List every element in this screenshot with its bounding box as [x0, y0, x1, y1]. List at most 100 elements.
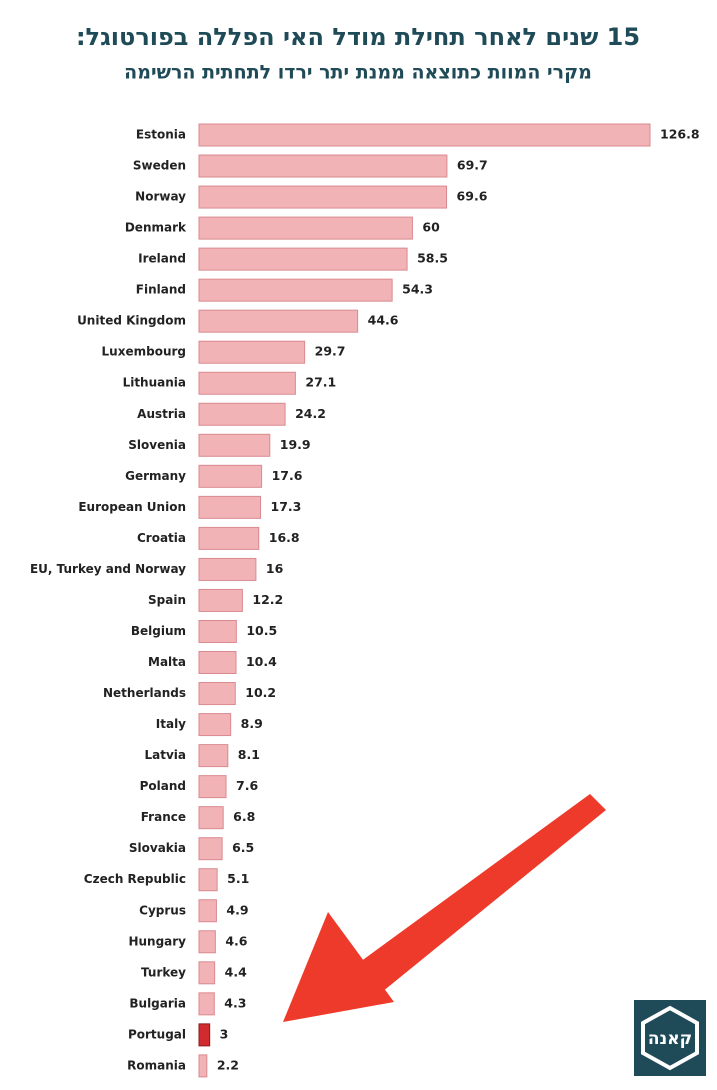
bar — [198, 930, 216, 954]
value-label: 44.6 — [368, 313, 399, 328]
value-label: 8.1 — [238, 747, 260, 762]
bar — [198, 464, 263, 488]
category-label: Austria — [137, 407, 186, 421]
category-label: Poland — [140, 779, 186, 793]
category-label: Cyprus — [139, 903, 186, 917]
bar — [198, 185, 448, 209]
arrow — [283, 794, 606, 1022]
bar — [198, 775, 227, 799]
category-label: Slovakia — [129, 841, 186, 855]
bar — [198, 868, 218, 892]
value-label: 4.3 — [224, 995, 246, 1010]
category-label: Spain — [148, 593, 186, 607]
bar — [198, 526, 260, 550]
value-label: 17.6 — [272, 468, 303, 483]
bar — [198, 899, 217, 923]
bar — [198, 961, 216, 985]
bar — [198, 309, 359, 333]
bar — [198, 682, 236, 706]
category-label: Netherlands — [103, 686, 186, 700]
bar — [198, 806, 224, 830]
category-label: Luxembourg — [102, 345, 186, 359]
value-label: 10.5 — [246, 623, 277, 638]
bar — [198, 247, 408, 271]
bar — [198, 1054, 208, 1078]
category-label: Malta — [148, 655, 186, 669]
value-label: 60 — [422, 220, 440, 235]
bar — [198, 992, 215, 1016]
chart-subtitle: מקרי המוות כתוצאה ממנת יתר ירדו לתחתית ה… — [124, 62, 592, 84]
category-label: Lithuania — [123, 376, 186, 390]
value-label: 27.1 — [305, 375, 336, 390]
value-label: 4.6 — [225, 933, 247, 948]
category-label: Slovenia — [128, 438, 186, 452]
value-label: 4.4 — [225, 964, 247, 979]
bar — [198, 588, 243, 612]
bar — [198, 154, 448, 178]
chart-title: 15 שנים לאחר תחילת מודל האי הפללה בפורטו… — [76, 23, 640, 51]
arrow-head — [283, 912, 394, 1022]
category-label: Romania — [127, 1058, 186, 1072]
value-label: 54.3 — [402, 282, 433, 297]
bar — [198, 371, 296, 395]
value-label: 16 — [266, 561, 284, 576]
bar — [198, 744, 229, 768]
bar — [198, 216, 413, 240]
logo-text: קאנה — [648, 1029, 692, 1049]
value-label: 7.6 — [236, 778, 258, 793]
category-label: Germany — [125, 469, 186, 483]
value-label: 69.7 — [457, 158, 488, 173]
category-label: Denmark — [125, 221, 187, 235]
category-label: EU, Turkey and Norway — [30, 562, 186, 576]
bar — [198, 619, 237, 643]
value-label: 29.7 — [315, 344, 346, 359]
logo: קאנה — [634, 1000, 706, 1076]
category-label: Bulgaria — [129, 996, 186, 1010]
value-label: 6.8 — [233, 809, 255, 824]
value-label: 69.6 — [457, 189, 488, 204]
logo-box — [634, 1000, 706, 1076]
bar — [198, 402, 286, 426]
category-label: European Union — [78, 500, 186, 514]
category-label: Ireland — [138, 252, 186, 266]
value-label: 2.2 — [217, 1057, 239, 1072]
bar — [198, 837, 223, 861]
value-label: 5.1 — [227, 871, 249, 886]
value-label: 58.5 — [417, 251, 448, 266]
value-label: 19.9 — [280, 437, 311, 452]
category-label: Estonia — [136, 128, 186, 142]
category-label: Norway — [135, 190, 186, 204]
logo-hexagon — [641, 1005, 699, 1071]
value-label: 16.8 — [269, 530, 300, 545]
category-label: Croatia — [137, 531, 186, 545]
value-label: 17.3 — [271, 499, 302, 514]
category-label: Belgium — [131, 624, 186, 638]
bar — [198, 651, 237, 675]
bar — [198, 1023, 211, 1047]
value-label: 10.2 — [245, 685, 276, 700]
value-label: 8.9 — [241, 716, 263, 731]
value-label: 6.5 — [232, 840, 254, 855]
value-label: 10.4 — [246, 654, 277, 669]
bar — [198, 495, 262, 519]
bar — [198, 340, 306, 364]
bar — [198, 123, 651, 147]
value-label: 126.8 — [660, 127, 700, 142]
bar — [198, 713, 232, 737]
category-label: Sweden — [133, 159, 186, 173]
category-label: Portugal — [128, 1027, 186, 1041]
category-label: Italy — [156, 717, 186, 731]
value-label: 24.2 — [295, 406, 326, 421]
category-label: France — [141, 810, 186, 824]
category-label: Turkey — [141, 965, 186, 979]
bar — [198, 278, 393, 302]
category-label: Czech Republic — [84, 872, 186, 886]
category-label: Finland — [136, 283, 186, 297]
bar — [198, 433, 271, 457]
arrow-shaft — [360, 794, 606, 992]
bar — [198, 557, 257, 581]
category-label: United Kingdom — [77, 314, 186, 328]
category-label: Latvia — [144, 748, 186, 762]
value-label: 4.9 — [226, 902, 248, 917]
